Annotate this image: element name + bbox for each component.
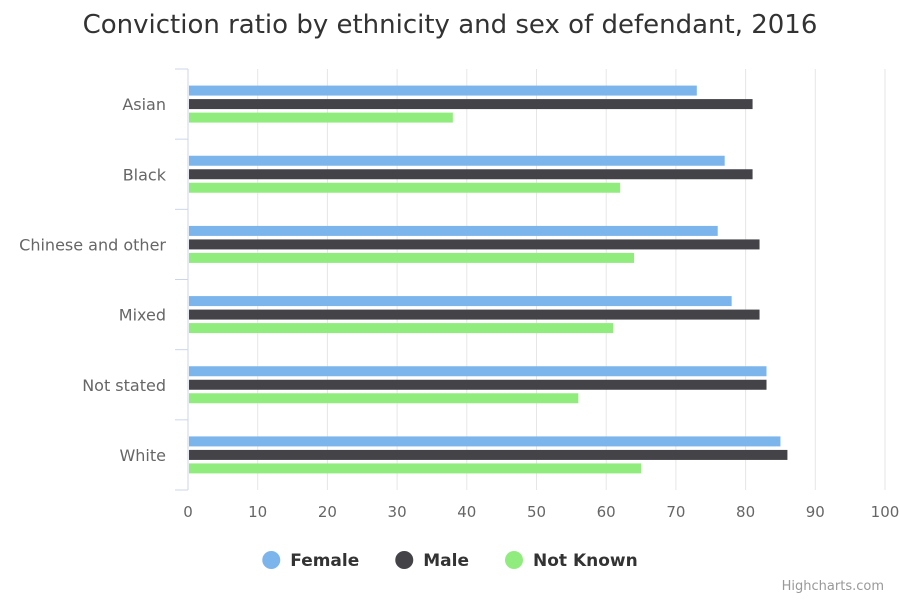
bar-male[interactable] <box>189 309 760 320</box>
category-label: Black <box>123 165 167 184</box>
x-tick-label: 40 <box>457 503 476 521</box>
bar-not-known[interactable] <box>189 323 614 334</box>
bar-female[interactable] <box>189 436 781 447</box>
bar-not-known[interactable] <box>189 252 635 263</box>
legend-marker <box>395 551 414 569</box>
credits-link[interactable]: Highcharts.com <box>781 579 884 594</box>
bar-not-known[interactable] <box>189 393 579 404</box>
chart-title: Conviction ratio by ethnicity and sex of… <box>82 10 818 40</box>
category-label: Chinese and other <box>19 235 166 254</box>
legend-item-female[interactable]: Female <box>262 551 359 571</box>
legend-label: Male <box>423 551 469 571</box>
bar-female[interactable] <box>189 296 732 307</box>
x-tick-label: 60 <box>597 503 616 521</box>
bar-male[interactable] <box>189 99 753 110</box>
bar-not-known[interactable] <box>189 182 621 193</box>
x-tick-label: 70 <box>666 503 685 521</box>
legend-marker <box>505 551 524 569</box>
legend-item-male[interactable]: Male <box>395 551 469 571</box>
bar-female[interactable] <box>189 225 718 236</box>
category-label: Asian <box>122 95 166 114</box>
legend-label: Female <box>290 551 359 571</box>
category-label: Not stated <box>82 376 166 395</box>
category-label: Mixed <box>119 306 166 325</box>
legend-label: Not Known <box>533 551 638 571</box>
bar-female[interactable] <box>189 155 725 166</box>
legend-item-not-known[interactable]: Not Known <box>505 551 638 571</box>
x-tick-label: 30 <box>388 503 407 521</box>
legend-marker <box>262 551 281 569</box>
bar-male[interactable] <box>189 169 753 180</box>
x-tick-label: 10 <box>248 503 267 521</box>
x-tick-label: 90 <box>806 503 825 521</box>
x-tick-label: 20 <box>318 503 337 521</box>
bar-not-known[interactable] <box>189 112 453 123</box>
bar-not-known[interactable] <box>189 463 642 474</box>
bar-male[interactable] <box>189 379 767 390</box>
x-tick-label: 80 <box>736 503 755 521</box>
x-tick-label: 100 <box>871 503 900 521</box>
x-tick-label: 50 <box>527 503 546 521</box>
bar-female[interactable] <box>189 85 697 96</box>
bar-male[interactable] <box>189 239 760 250</box>
category-label: White <box>119 446 166 465</box>
bar-female[interactable] <box>189 366 767 377</box>
bar-male[interactable] <box>189 449 788 460</box>
x-tick-label: 0 <box>183 503 193 521</box>
